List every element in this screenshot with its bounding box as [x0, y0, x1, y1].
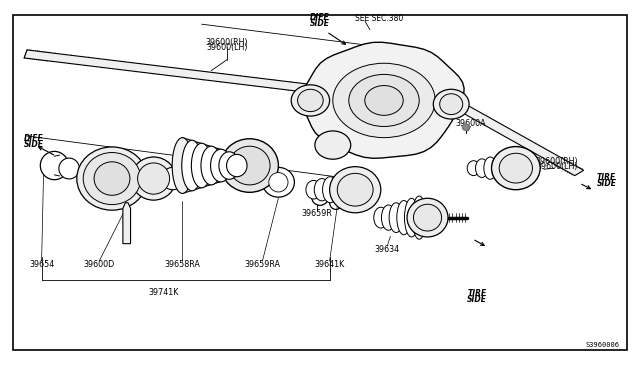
- Text: 39659RA: 39659RA: [244, 260, 280, 269]
- Text: SIDE: SIDE: [24, 140, 44, 149]
- Wedge shape: [52, 157, 57, 166]
- Ellipse shape: [492, 147, 540, 190]
- Text: 39654: 39654: [29, 260, 54, 269]
- Ellipse shape: [349, 74, 419, 126]
- Ellipse shape: [440, 94, 463, 115]
- Ellipse shape: [161, 167, 184, 190]
- Ellipse shape: [499, 153, 532, 183]
- Ellipse shape: [298, 89, 323, 112]
- Ellipse shape: [269, 173, 288, 192]
- Polygon shape: [453, 102, 584, 176]
- Ellipse shape: [412, 196, 426, 239]
- Ellipse shape: [182, 140, 202, 191]
- Ellipse shape: [227, 154, 247, 177]
- Bar: [112, 164, 139, 193]
- Polygon shape: [123, 203, 131, 244]
- Ellipse shape: [331, 175, 346, 205]
- Ellipse shape: [77, 147, 147, 210]
- Polygon shape: [301, 42, 464, 158]
- Ellipse shape: [500, 153, 513, 183]
- Ellipse shape: [323, 177, 338, 203]
- Ellipse shape: [83, 153, 141, 205]
- Ellipse shape: [339, 173, 355, 206]
- Ellipse shape: [413, 204, 442, 231]
- Ellipse shape: [40, 151, 68, 180]
- Text: DIFF: DIFF: [24, 134, 44, 143]
- Ellipse shape: [462, 124, 470, 131]
- Text: 39741K: 39741K: [148, 288, 179, 297]
- Ellipse shape: [333, 63, 435, 138]
- Ellipse shape: [397, 201, 411, 235]
- Ellipse shape: [312, 189, 328, 205]
- Text: S3960006: S3960006: [586, 342, 620, 348]
- Text: TIRE: TIRE: [597, 173, 616, 182]
- Ellipse shape: [374, 207, 388, 228]
- Text: 39600(RH): 39600(RH): [536, 157, 578, 166]
- Ellipse shape: [262, 167, 294, 197]
- Ellipse shape: [484, 157, 497, 179]
- Ellipse shape: [467, 161, 480, 176]
- Text: 39634: 39634: [374, 245, 400, 254]
- Text: 39600A: 39600A: [455, 119, 486, 128]
- Ellipse shape: [315, 131, 351, 159]
- Text: 39600D: 39600D: [84, 260, 115, 269]
- Text: 39600(RH): 39600(RH): [206, 38, 248, 47]
- Text: 39658R: 39658R: [215, 169, 246, 178]
- Text: SIDE: SIDE: [467, 295, 487, 304]
- Ellipse shape: [306, 180, 321, 199]
- Text: 39641K: 39641K: [314, 260, 345, 269]
- Ellipse shape: [404, 198, 419, 237]
- Ellipse shape: [229, 146, 270, 185]
- Ellipse shape: [172, 138, 193, 193]
- Ellipse shape: [389, 203, 403, 232]
- Ellipse shape: [492, 155, 505, 181]
- Text: TIRE: TIRE: [467, 289, 486, 298]
- Ellipse shape: [330, 196, 342, 209]
- Text: DIFF: DIFF: [310, 13, 330, 22]
- Ellipse shape: [201, 146, 221, 185]
- Text: 39659R: 39659R: [301, 209, 332, 218]
- Ellipse shape: [381, 205, 396, 230]
- Ellipse shape: [433, 89, 469, 119]
- Ellipse shape: [94, 162, 130, 195]
- Ellipse shape: [407, 198, 448, 237]
- Text: 39600(LH): 39600(LH): [207, 43, 248, 52]
- Ellipse shape: [337, 173, 373, 206]
- Ellipse shape: [191, 143, 212, 188]
- Ellipse shape: [314, 179, 330, 201]
- Ellipse shape: [219, 152, 239, 179]
- Ellipse shape: [59, 158, 79, 179]
- Ellipse shape: [221, 139, 278, 192]
- Text: SEE SEC.380: SEE SEC.380: [355, 14, 403, 23]
- Text: SIDE: SIDE: [310, 19, 330, 28]
- Text: 39600(LH): 39600(LH): [536, 162, 577, 171]
- Text: 39658RA: 39658RA: [164, 260, 200, 269]
- Ellipse shape: [476, 159, 488, 177]
- Ellipse shape: [291, 85, 330, 116]
- Ellipse shape: [365, 86, 403, 115]
- Ellipse shape: [211, 149, 231, 182]
- Ellipse shape: [131, 157, 176, 200]
- Ellipse shape: [138, 163, 170, 194]
- Ellipse shape: [330, 167, 381, 213]
- Text: SIDE: SIDE: [597, 179, 617, 188]
- Polygon shape: [24, 50, 379, 101]
